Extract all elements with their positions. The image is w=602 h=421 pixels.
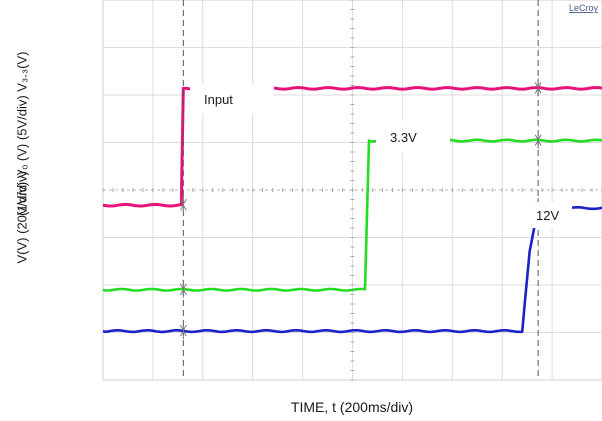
brand-logo: LeCroy: [569, 3, 599, 13]
trace-label-box: [522, 202, 572, 228]
y-axis-label-units: (1V/div): [14, 171, 30, 216]
trace-label: 12V: [536, 208, 559, 223]
cursor-arrow: [534, 78, 542, 97]
cursor-arrow: [179, 195, 187, 214]
trace-label-box: [376, 121, 450, 153]
trace-input: [102, 86, 602, 208]
trace-label-box: [190, 84, 274, 114]
grid: [102, 0, 602, 381]
cursor-arrow: [534, 130, 542, 149]
trace-3-3v: [102, 138, 602, 292]
x-axis-label: TIME, t (200ms/div): [290, 399, 414, 415]
trace-labels: Input 3.3V 12V: [190, 84, 572, 228]
cursor-arrow: [179, 321, 187, 340]
traces: [102, 86, 602, 334]
trace-label: Input: [204, 92, 233, 107]
trace-label: 3.3V: [390, 130, 417, 145]
trace-12v: [102, 206, 602, 334]
cursor-arrow: [179, 279, 187, 298]
